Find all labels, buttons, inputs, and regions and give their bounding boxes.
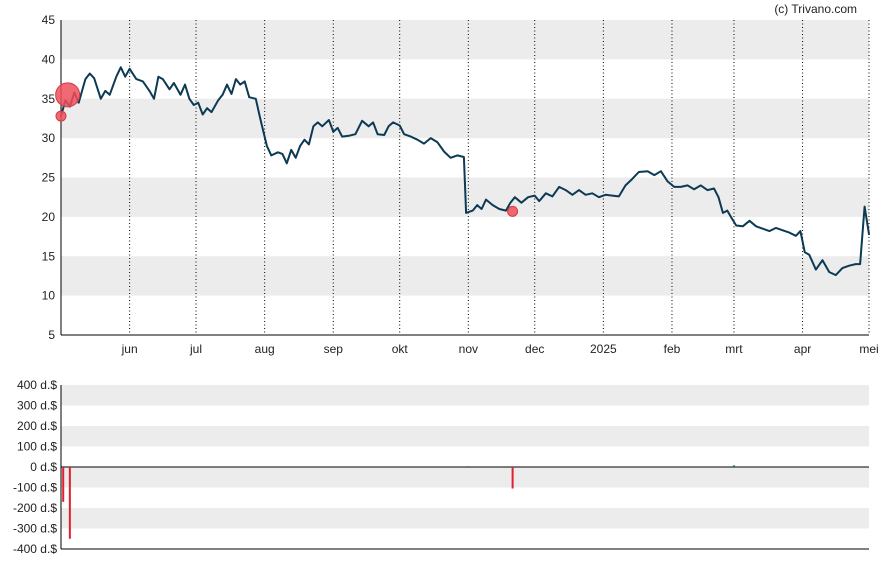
x-tick-label: dec (525, 342, 544, 356)
y-tick-label: -300 d.$ (13, 522, 57, 536)
x-tick-label: feb (664, 342, 681, 356)
y-tick-label: 400 d.$ (17, 378, 57, 392)
x-tick-label: mei (859, 342, 878, 356)
y-tick-label: 100 d.$ (17, 440, 57, 454)
y-tick-label: -400 d.$ (13, 542, 57, 556)
y-tick-label: 10 (42, 289, 56, 303)
trade-marker (55, 110, 67, 122)
y-tick-label: 20 (42, 210, 56, 224)
trade-marker (55, 82, 81, 108)
transaction-band (61, 508, 869, 529)
price-line (60, 66, 870, 277)
price-band (61, 256, 869, 296)
y-tick-label: 300 d.$ (17, 399, 57, 413)
transaction-band (61, 467, 869, 488)
y-tick-label: 30 (42, 131, 56, 145)
transaction-chart-panel: -400 d.$ -300 d.$ -200 d.$ -100 d.$ 0 d.$ 100… (13, 378, 869, 556)
y-tick-label: -100 d.$ (13, 481, 57, 495)
transaction-band (61, 426, 869, 447)
price-chart-panel: jun jul aug sep okt nov dec 2025 feb mrt apr mei510… (42, 13, 879, 356)
y-tick-label: 40 (42, 52, 56, 66)
y-tick-label: 15 (42, 249, 56, 263)
x-tick-label: sep (324, 342, 344, 356)
y-tick-label: -200 d.$ (13, 501, 57, 515)
y-tick-label: 200 d.$ (17, 419, 57, 433)
y-tick-label: 35 (42, 92, 56, 106)
x-tick-label: nov (459, 342, 478, 356)
x-tick-label: aug (255, 342, 275, 356)
x-tick-label: mrt (725, 342, 743, 356)
x-tick-label: jul (189, 342, 202, 356)
y-tick-label: 25 (42, 171, 56, 185)
x-tick-label: okt (392, 342, 409, 356)
x-tick-label: 2025 (590, 342, 617, 356)
transaction-band (61, 385, 869, 406)
price-band (61, 98, 869, 139)
x-tick-label: apr (794, 342, 811, 356)
y-tick-label: 5 (48, 328, 55, 342)
y-tick-label: 45 (42, 13, 56, 27)
x-tick-label: jun (121, 342, 138, 356)
price-band (61, 20, 869, 60)
credit-label: (c) Trivano.com (774, 2, 857, 16)
trade-marker (507, 205, 519, 217)
y-tick-label: 0 d.$ (30, 460, 57, 474)
